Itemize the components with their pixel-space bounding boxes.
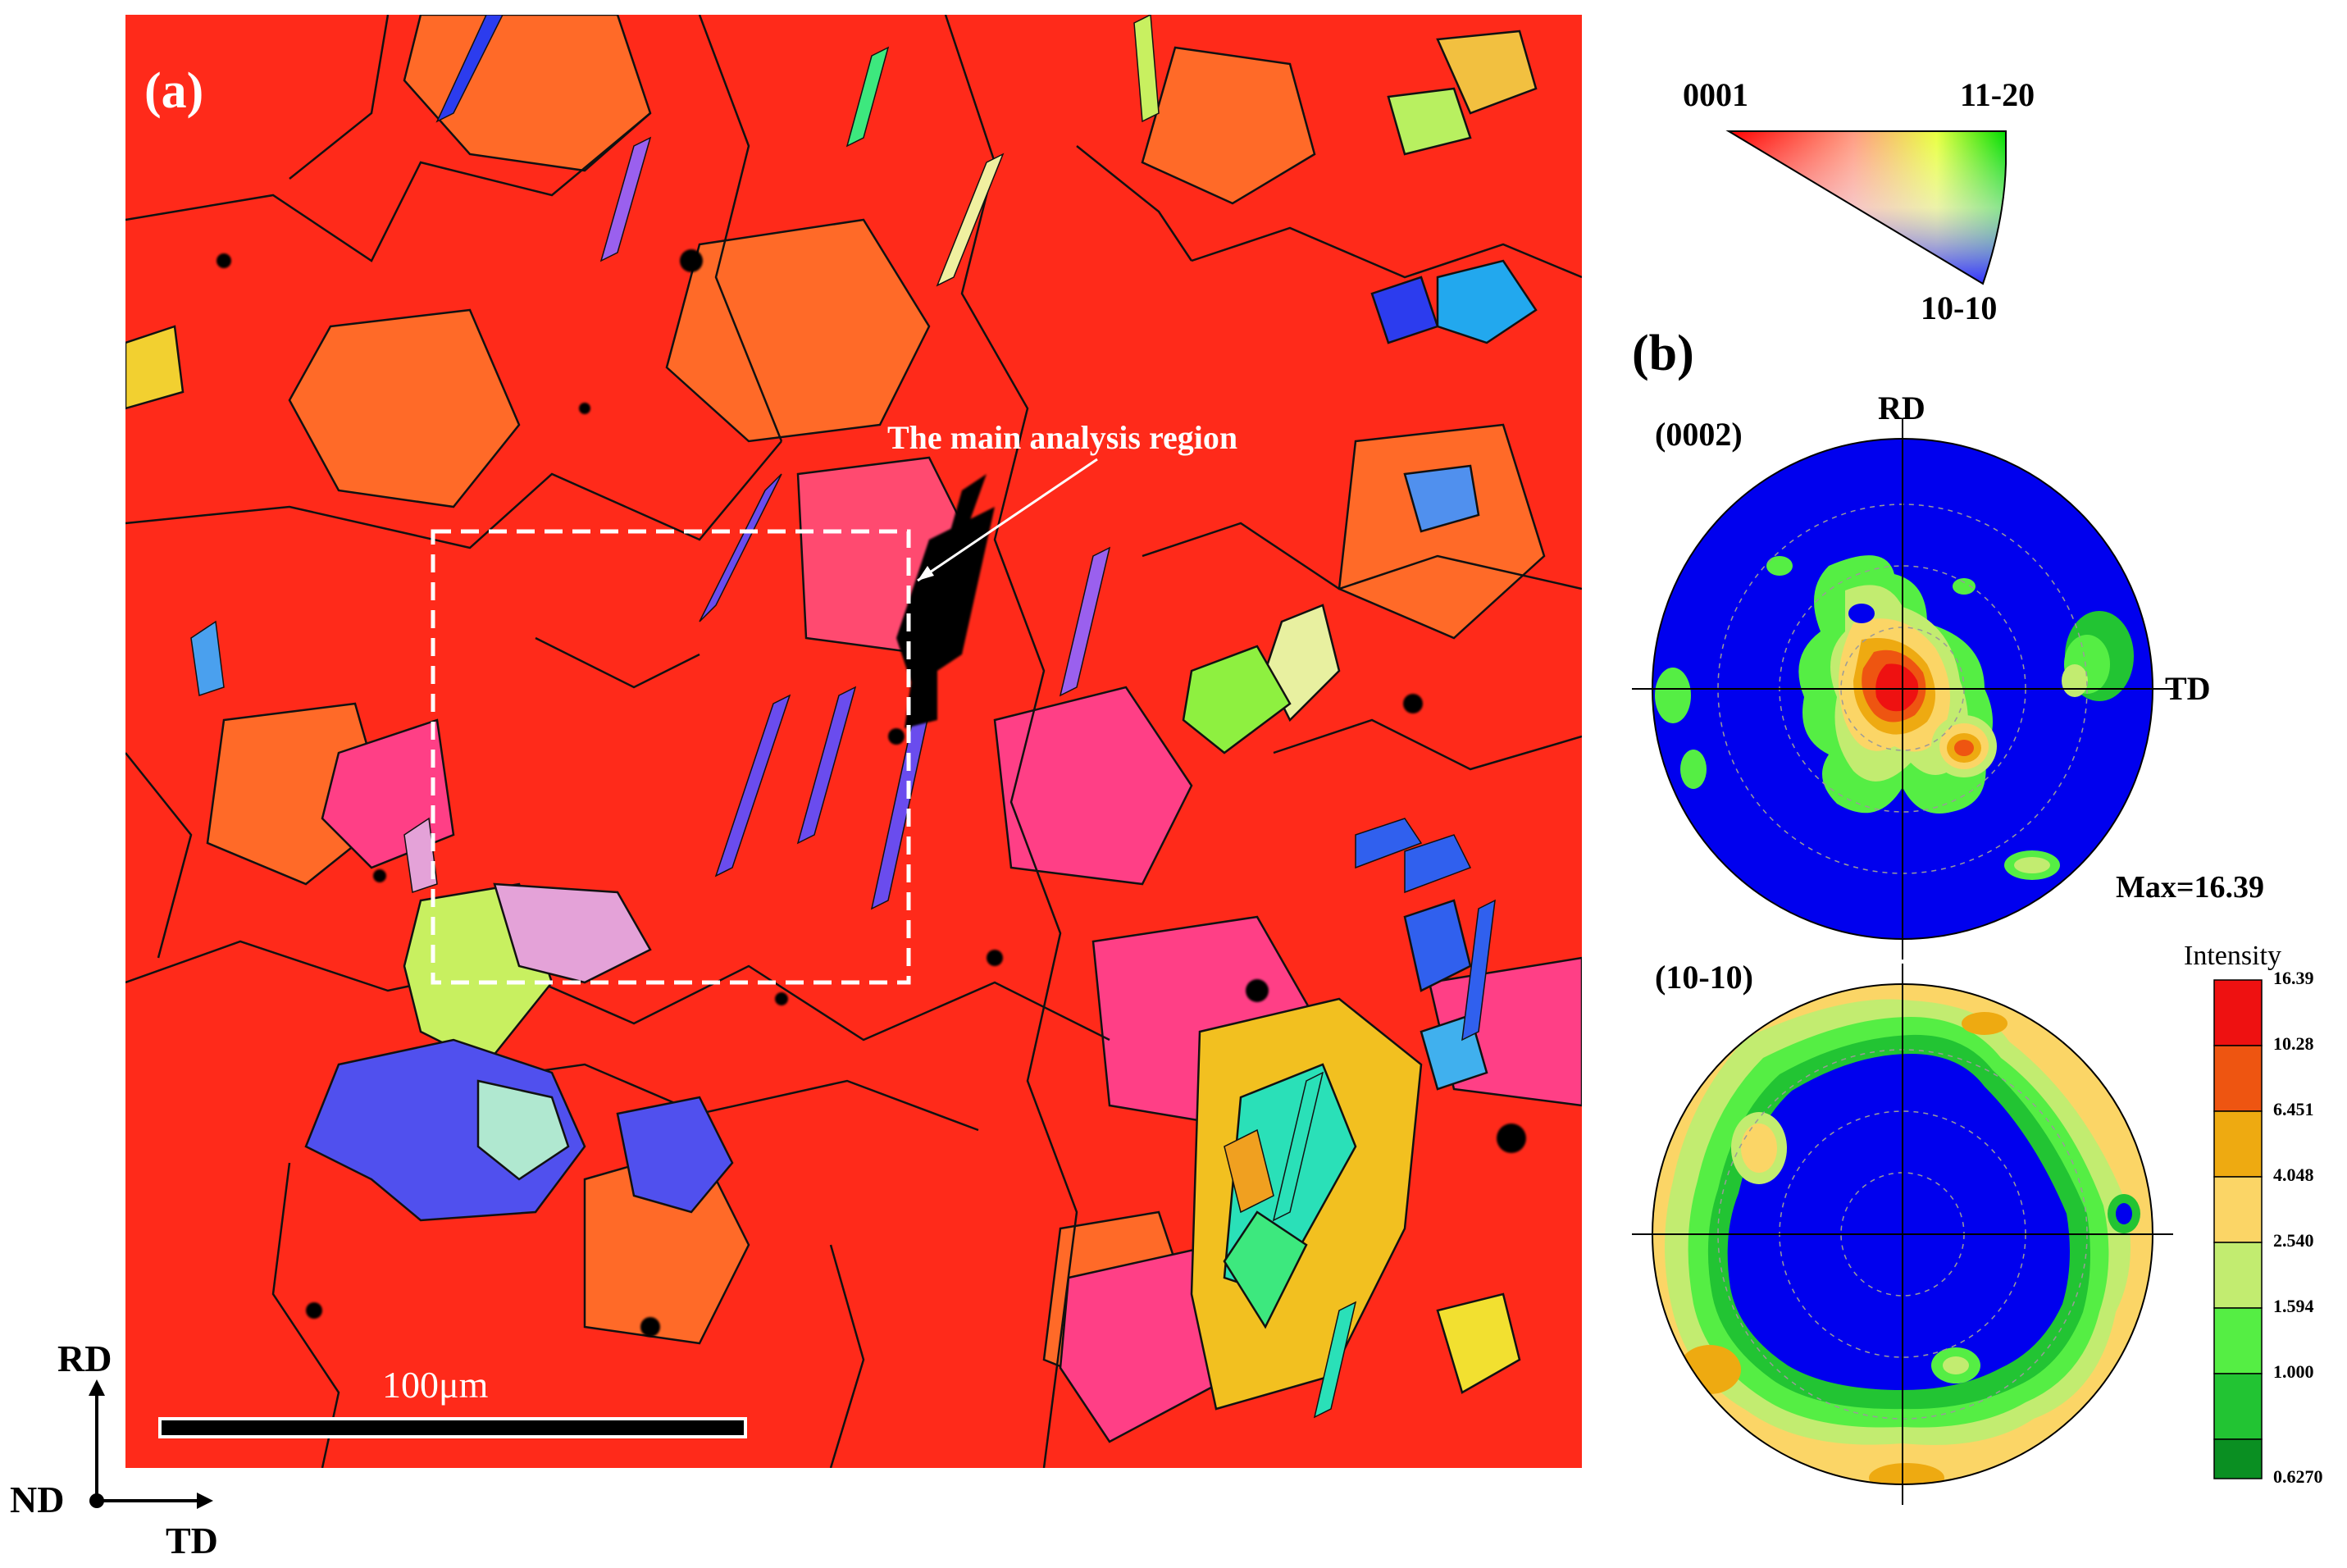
black-clusters xyxy=(216,249,1526,1337)
scale-bar-label: 100μm xyxy=(382,1364,489,1406)
legend-level: 0.6270 xyxy=(2273,1466,2323,1487)
intensity-legend-bar xyxy=(2213,979,2263,1479)
twin-lamellae xyxy=(190,15,1496,1419)
legend-level: 1.000 xyxy=(2273,1361,2314,1382)
panel-a-label: (a) xyxy=(144,63,204,119)
analysis-region-annotation: The main analysis region xyxy=(887,419,1238,456)
ipf-label-10-10: 10-10 xyxy=(1921,289,1998,326)
legend-title: Intensity xyxy=(2184,941,2281,971)
pf-1010-title: (10-10) xyxy=(1655,959,1753,996)
ipf-label-11-20: 11-20 xyxy=(1960,76,2035,113)
legend-level: 16.39 xyxy=(2273,968,2314,988)
pf-0002-contours xyxy=(1655,555,2134,880)
pf-max-value: Max=16.39 xyxy=(2116,870,2265,905)
grains-blue xyxy=(304,259,1538,1222)
legend-level: 1.594 xyxy=(2273,1296,2314,1316)
ipf-color-key xyxy=(1725,130,2007,285)
axis-rd-label: RD xyxy=(57,1338,112,1379)
nd-axis-dot xyxy=(89,1493,104,1508)
pf-rd-label: RD xyxy=(1878,390,1925,426)
legend-level: 6.451 xyxy=(2273,1099,2314,1119)
pf-0002-title: (0002) xyxy=(1655,416,1743,453)
sample-axes xyxy=(89,1379,213,1509)
panel-b-label: (b) xyxy=(1632,326,1694,381)
legend-level: 10.28 xyxy=(2273,1033,2314,1054)
ipf-label-0001: 0001 xyxy=(1683,76,1748,113)
main-analysis-region-box xyxy=(431,529,911,985)
axis-nd-label: ND xyxy=(10,1479,65,1520)
axis-td-label: TD xyxy=(166,1520,218,1561)
grains-pink xyxy=(321,456,1582,1443)
legend-level: 2.540 xyxy=(2273,1230,2314,1251)
legend-level: 4.048 xyxy=(2273,1165,2314,1185)
ebsd-ipf-map xyxy=(125,15,1582,1468)
pf-td-label: TD xyxy=(2165,670,2211,707)
